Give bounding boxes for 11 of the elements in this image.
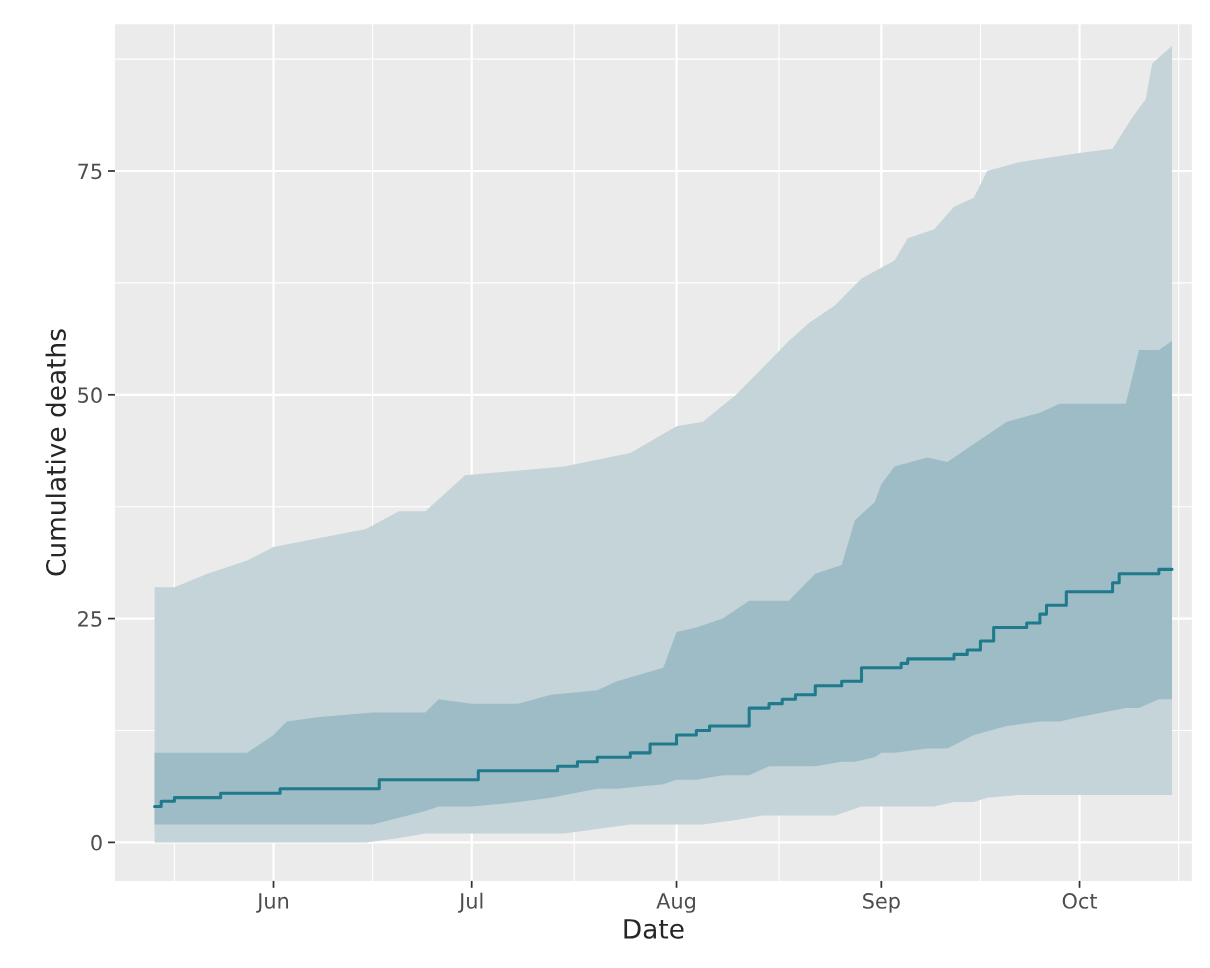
y-tick-label: 50 xyxy=(78,387,102,404)
y-axis-title: Cumulative deaths xyxy=(45,329,66,576)
x-tick-label: Oct xyxy=(1062,893,1098,909)
y-tick-label: 75 xyxy=(78,163,102,180)
x-tick-label: Aug xyxy=(656,893,695,913)
x-tick-label: Sep xyxy=(863,893,900,913)
x-axis-title: Date xyxy=(624,919,684,939)
y-tick-label: 0 xyxy=(91,834,102,851)
x-tick-label: Jul xyxy=(458,892,483,913)
x-tick-label: Jun xyxy=(256,893,289,913)
y-tick-label: 25 xyxy=(78,611,102,627)
